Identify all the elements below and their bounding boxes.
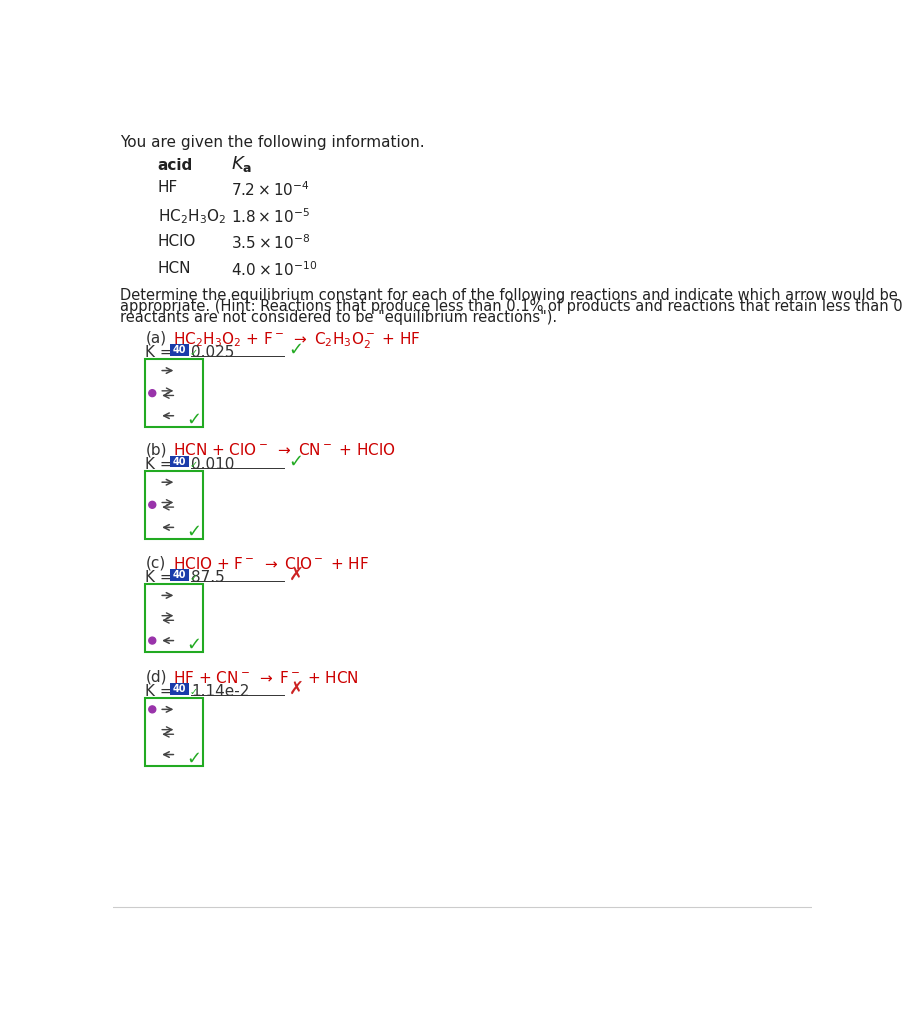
Bar [170,456,189,467]
Text: ✓: ✓ [289,453,304,471]
Bar [170,683,189,694]
Text: Determine the equilibrium constant for each of the following reactions and indic: Determine the equilibrium constant for e… [121,289,902,303]
Text: $3.5\times10^{-8}$: $3.5\times10^{-8}$ [231,233,310,253]
Text: $1.8\times10^{-5}$: $1.8\times10^{-5}$ [231,207,309,225]
Bar [170,344,189,355]
Text: ✓: ✓ [289,341,304,359]
Text: HC$_2$H$_3$O$_2$: HC$_2$H$_3$O$_2$ [158,207,226,225]
Text: ✓: ✓ [187,750,202,768]
Text: $4.0\times10^{-10}$: $4.0\times10^{-10}$ [231,261,317,280]
Text: ✓: ✓ [187,522,202,541]
Text: HCN + ClO$^-$ $\rightarrow$ CN$^-$ + HClO: HCN + ClO$^-$ $\rightarrow$ CN$^-$ + HCl… [173,442,396,459]
Text: HCN: HCN [158,261,191,275]
Text: K =: K = [145,345,178,360]
Text: reactants are not considered to be "equilibrium reactions").: reactants are not considered to be "equi… [121,310,557,325]
Bar [145,698,204,766]
Bar [145,471,204,539]
Text: ✓: ✓ [189,687,198,697]
Text: (d): (d) [145,670,167,685]
Text: ✓: ✓ [187,411,202,429]
Text: You are given the following information.: You are given the following information. [121,135,425,151]
Bar [145,359,204,427]
Text: HClO + F$^-$ $\rightarrow$ ClO$^-$ + HF: HClO + F$^-$ $\rightarrow$ ClO$^-$ + HF [173,556,369,571]
Text: 40: 40 [172,570,186,580]
Circle shape [149,706,156,713]
Text: ✗: ✗ [289,680,304,697]
Text: ✓: ✓ [187,636,202,654]
Text: (c): (c) [145,556,166,570]
Text: ✓: ✓ [189,348,198,358]
Text: ✓: ✓ [189,573,198,583]
Text: HC$_2$H$_3$O$_2$ + F$^-$ $\rightarrow$ C$_2$H$_3$O$_2^-$ + HF: HC$_2$H$_3$O$_2$ + F$^-$ $\rightarrow$ C… [173,331,420,351]
Text: 40: 40 [172,457,186,467]
Text: HF + CN$^-$ $\rightarrow$ F$^-$ + HCN: HF + CN$^-$ $\rightarrow$ F$^-$ + HCN [173,670,359,686]
Text: $7.2\times10^{-4}$: $7.2\times10^{-4}$ [231,180,309,199]
Text: 40: 40 [172,684,186,694]
Text: K =: K = [145,684,178,699]
Circle shape [149,502,156,508]
Text: acid: acid [158,159,193,173]
Text: HClO: HClO [158,233,196,249]
Bar [145,584,204,652]
Text: K =: K = [145,457,178,472]
Text: (b): (b) [145,442,167,458]
Text: appropriate. (Hint: Reactions that produce less than 0.1% of products and reacti: appropriate. (Hint: Reactions that produ… [121,299,902,314]
Text: 1.14e-2: 1.14e-2 [191,684,249,699]
Text: (a): (a) [145,331,167,346]
Circle shape [149,637,156,644]
Text: ✓: ✓ [189,460,198,470]
Bar [170,569,189,581]
Text: $\mathbf{\mathit{K}}_{\mathbf{a}}$: $\mathbf{\mathit{K}}_{\mathbf{a}}$ [231,154,252,174]
Text: 87.5: 87.5 [191,570,225,586]
Text: HF: HF [158,180,178,195]
Text: 0.010: 0.010 [191,457,235,472]
Text: 40: 40 [172,345,186,355]
Text: ✗: ✗ [289,566,304,584]
Circle shape [149,390,156,396]
Text: 0.025: 0.025 [191,345,235,360]
Text: K =: K = [145,570,178,586]
